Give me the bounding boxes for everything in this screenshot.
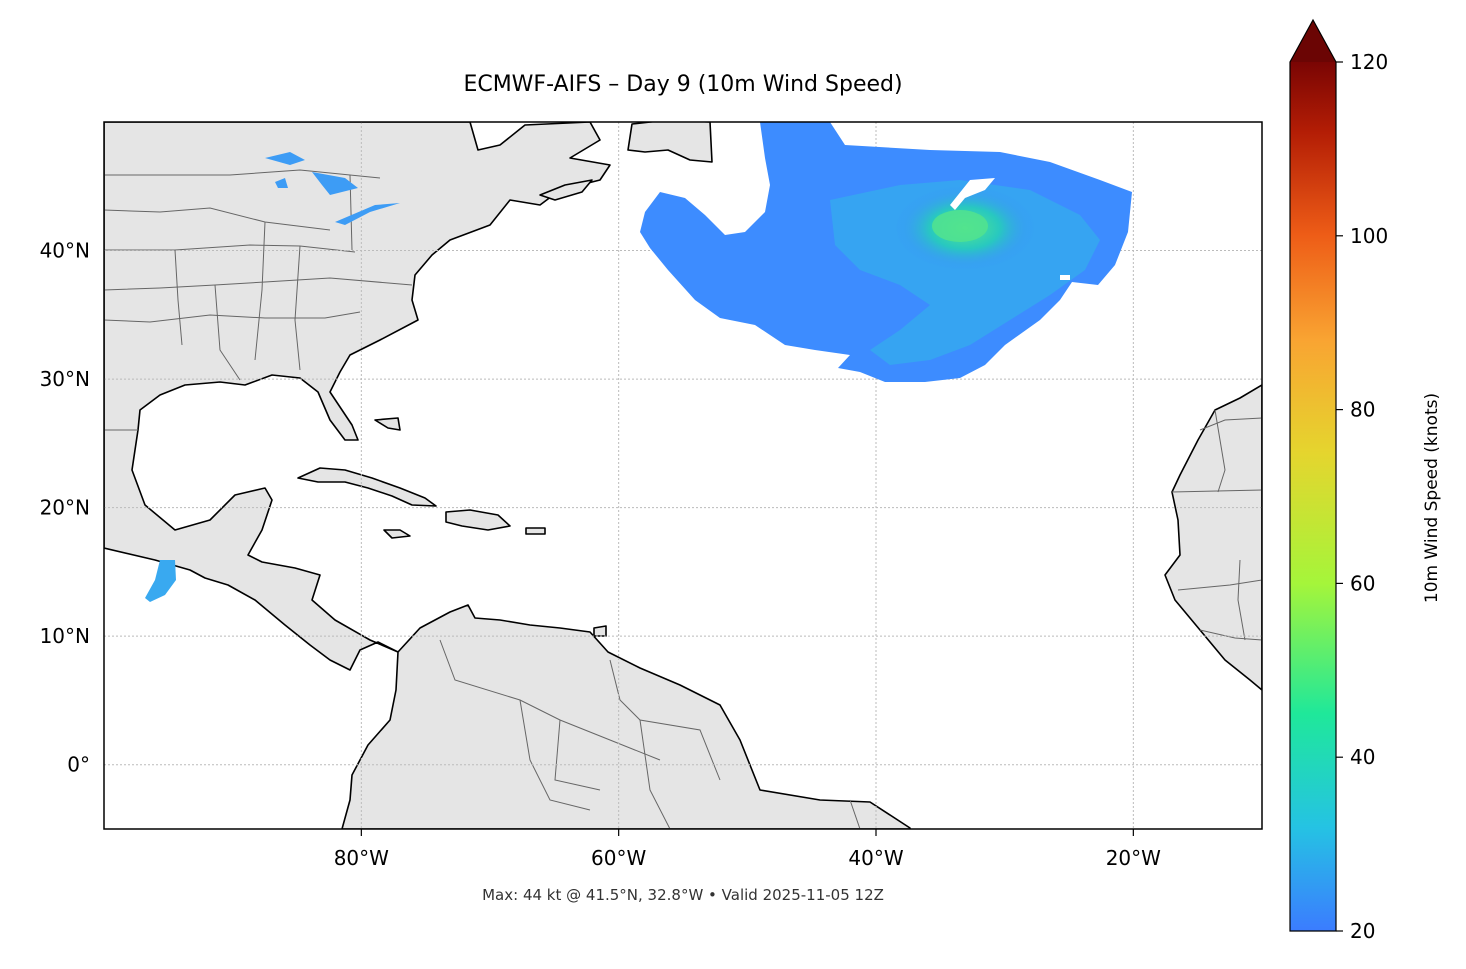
- wind-speed-field: [145, 122, 1132, 602]
- bahamas-island: [374, 417, 401, 431]
- colorbar-tick-label: 40: [1350, 745, 1375, 769]
- colorbar-gradient: [1290, 62, 1336, 931]
- colorbar: 20 40 60 80 100 120: [1289, 18, 1388, 943]
- lon-tick-label: 60°W: [591, 846, 646, 870]
- newfoundland-land: [627, 122, 713, 163]
- hispaniola-island: [445, 509, 511, 531]
- political-borders: [104, 169, 1262, 829]
- lon-tick-label: 40°W: [848, 846, 903, 870]
- north-america-land: [104, 122, 611, 671]
- colorbar-outline: [1289, 18, 1337, 932]
- wind-great-lakes: [265, 152, 400, 225]
- map-frame: [103, 121, 1263, 830]
- colorbar-tick-label: 20: [1350, 919, 1375, 943]
- colorbar-tick-label: 60: [1350, 571, 1375, 595]
- colorbar-tick-label: 80: [1350, 398, 1375, 422]
- latitude-axis: 40°N 30°N 20°N 10°N 0°: [40, 239, 90, 777]
- trinidad-island: [593, 625, 607, 637]
- wind-core-inner: [932, 210, 988, 242]
- colorbar-ticks: 20 40 60 80 100 120: [1336, 50, 1388, 943]
- wind-gap-right: [1060, 275, 1070, 280]
- map-footer: Max: 44 kt @ 41.5°N, 32.8°W • Valid 2025…: [482, 886, 884, 904]
- lat-tick-label: 0°: [67, 753, 90, 777]
- puerto-rico-island: [525, 527, 546, 535]
- wind-eye-gap: [950, 178, 995, 210]
- lat-tick-label: 20°N: [40, 496, 90, 520]
- colorbar-tick-label: 120: [1350, 50, 1388, 74]
- lat-tick-label: 30°N: [40, 367, 90, 391]
- south-america-land: [341, 604, 911, 829]
- lat-tick-label: 10°N: [40, 624, 90, 648]
- map-title: ECMWF-AIFS – Day 9 (10m Wind Speed): [463, 72, 903, 97]
- colorbar-extend-arrow: [1290, 20, 1336, 62]
- africa-land: [1164, 384, 1262, 691]
- wind-pacific-patch: [145, 560, 176, 602]
- cuba-island: [297, 467, 437, 507]
- colorbar-label: 10m Wind Speed (knots): [1422, 392, 1442, 604]
- jamaica-island: [383, 529, 411, 539]
- lon-tick-label: 80°W: [334, 846, 389, 870]
- land-masses: [104, 122, 1262, 829]
- lat-tick-label: 40°N: [40, 239, 90, 263]
- nova-scotia-land: [539, 179, 593, 201]
- lon-tick-label: 20°W: [1106, 846, 1161, 870]
- colorbar-tick-label: 100: [1350, 224, 1388, 248]
- longitude-axis: 80°W 60°W 40°W 20°W: [334, 829, 1161, 870]
